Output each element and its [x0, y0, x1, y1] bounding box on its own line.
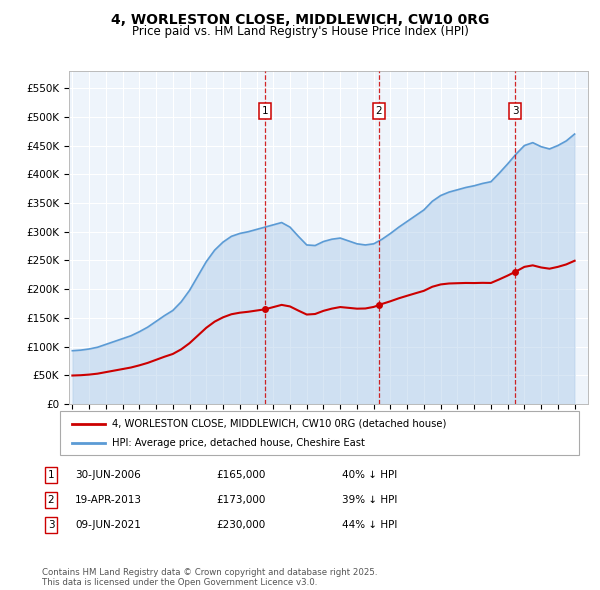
- Text: 1: 1: [262, 106, 268, 116]
- Text: 4, WORLESTON CLOSE, MIDDLEWICH, CW10 0RG: 4, WORLESTON CLOSE, MIDDLEWICH, CW10 0RG: [111, 13, 489, 27]
- Text: 2: 2: [376, 106, 382, 116]
- Text: £165,000: £165,000: [216, 470, 265, 480]
- Text: 19-APR-2013: 19-APR-2013: [75, 495, 142, 504]
- Text: 3: 3: [512, 106, 518, 116]
- Text: HPI: Average price, detached house, Cheshire East: HPI: Average price, detached house, Ches…: [112, 438, 365, 448]
- Text: 4, WORLESTON CLOSE, MIDDLEWICH, CW10 0RG (detached house): 4, WORLESTON CLOSE, MIDDLEWICH, CW10 0RG…: [112, 419, 446, 428]
- Text: Contains HM Land Registry data © Crown copyright and database right 2025.
This d: Contains HM Land Registry data © Crown c…: [42, 568, 377, 587]
- Text: 2: 2: [47, 495, 55, 504]
- Text: 40% ↓ HPI: 40% ↓ HPI: [342, 470, 397, 480]
- Text: £173,000: £173,000: [216, 495, 265, 504]
- Text: 09-JUN-2021: 09-JUN-2021: [75, 520, 141, 530]
- Text: 1: 1: [47, 470, 55, 480]
- Text: 39% ↓ HPI: 39% ↓ HPI: [342, 495, 397, 504]
- Text: 44% ↓ HPI: 44% ↓ HPI: [342, 520, 397, 530]
- Text: £230,000: £230,000: [216, 520, 265, 530]
- Text: 30-JUN-2006: 30-JUN-2006: [75, 470, 141, 480]
- Text: Price paid vs. HM Land Registry's House Price Index (HPI): Price paid vs. HM Land Registry's House …: [131, 25, 469, 38]
- Text: 3: 3: [47, 520, 55, 530]
